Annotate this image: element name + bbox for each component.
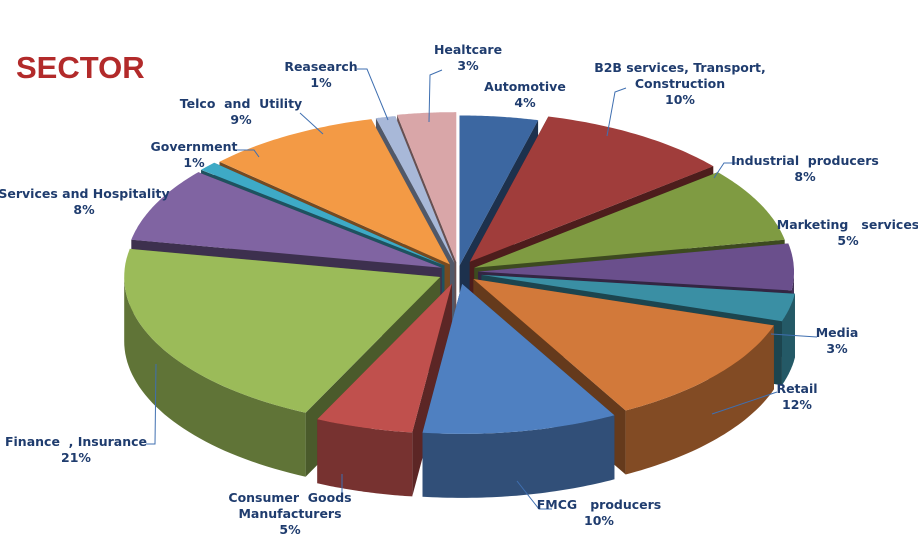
slice-top — [474, 172, 785, 268]
slice-percent-label: 9% — [230, 112, 252, 127]
slice-top — [219, 119, 450, 265]
slice-percent-label: 1% — [183, 155, 205, 170]
label-leader-lines — [146, 68, 818, 510]
slice-name-label: Manufacturers — [238, 506, 341, 521]
slice-name-label: Reasearch — [284, 59, 357, 74]
slice-top — [477, 243, 794, 291]
slice-top — [473, 279, 774, 411]
leader-line — [299, 112, 324, 135]
slice-rim — [625, 325, 774, 475]
slice-name-label: Media — [816, 325, 859, 340]
slice-percent-label: 10% — [584, 513, 614, 528]
slice-name-label: Consumer Goods — [228, 490, 351, 505]
leader-line — [146, 363, 157, 445]
slice-percent-label: 3% — [457, 58, 479, 73]
slice-percent-label: 12% — [782, 397, 812, 412]
slice-top — [201, 162, 445, 266]
leader-line — [770, 333, 818, 338]
slice-name-label: Telco and Utility — [180, 96, 302, 111]
slice-percent-label: 3% — [826, 341, 848, 356]
slice-rim — [782, 293, 795, 386]
pie-slice — [317, 283, 452, 497]
slice-percent-label: 8% — [794, 169, 816, 184]
slice-name-label: Industrial producers — [731, 153, 879, 168]
slice-top — [131, 172, 442, 268]
slice-name-label: FMCG producers — [537, 497, 662, 512]
slice-percent-label: 5% — [279, 522, 301, 537]
pie-slices — [124, 112, 795, 498]
slice-name-label: Healtcare — [434, 42, 502, 57]
leader-line — [357, 68, 389, 121]
slice-name-label: Services and Hospitality — [0, 186, 170, 201]
leader-line — [711, 391, 778, 415]
slice-top — [397, 112, 457, 263]
slice-name-label: Government — [151, 139, 238, 154]
slice-name-label: Construction — [635, 76, 725, 91]
slice-name-label: Automotive — [484, 79, 566, 94]
slice-name-label: Retail — [776, 381, 817, 396]
slice-percent-label: 21% — [61, 450, 91, 465]
pie-slice — [422, 283, 615, 498]
leader-line — [713, 162, 738, 179]
slice-top — [317, 283, 452, 433]
slice-rim — [317, 419, 413, 497]
slice-rim — [422, 415, 615, 498]
slice-top — [469, 116, 714, 262]
leader-line — [236, 149, 260, 158]
slice-percent-label: 1% — [310, 75, 332, 90]
slice-top — [481, 274, 795, 322]
slice-top — [459, 115, 539, 266]
slice-percent-label: 4% — [514, 95, 536, 110]
slice-name-label: Finance , Insurance — [5, 434, 147, 449]
slice-top — [124, 248, 441, 413]
chart-title: SECTOR — [16, 50, 145, 85]
slice-name-label: B2B services, Transport, — [594, 60, 766, 75]
leader-line — [428, 69, 443, 123]
slice-top — [422, 283, 615, 434]
slice-top — [375, 116, 455, 264]
slice-rim — [124, 277, 306, 477]
leader-line — [516, 480, 552, 510]
slice-percent-label: 5% — [837, 233, 859, 248]
slice-percent-label: 8% — [73, 202, 95, 217]
leader-line — [606, 87, 627, 137]
slice-percent-label: 10% — [665, 92, 695, 107]
slice-name-label: Marketing services — [777, 217, 918, 232]
